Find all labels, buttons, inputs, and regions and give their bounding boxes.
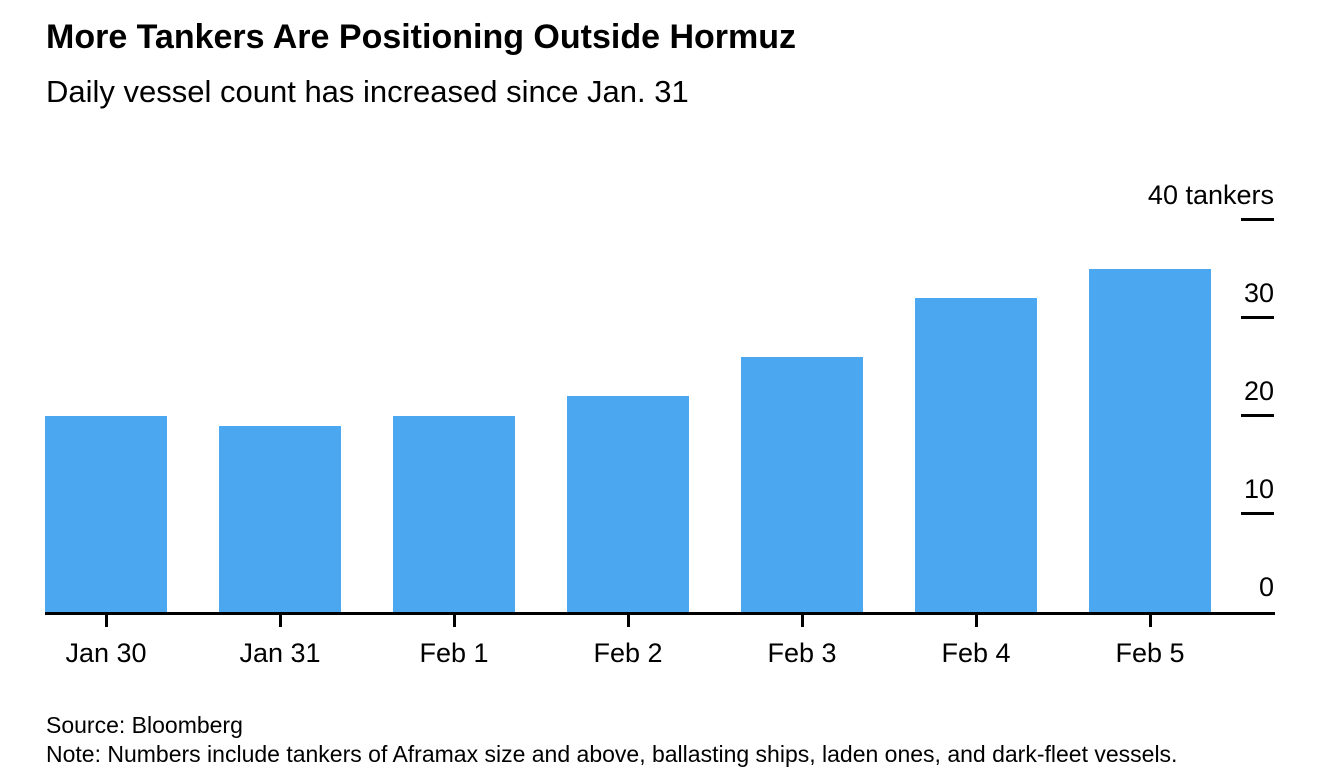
chart-subtitle: Daily vessel count has increased since J… xyxy=(46,74,689,109)
x-axis-tick xyxy=(104,614,108,627)
x-axis-tick xyxy=(974,614,978,627)
y-axis-tick xyxy=(1241,316,1274,319)
x-axis-label: Feb 3 xyxy=(767,638,837,668)
y-axis-label: 0 xyxy=(1258,572,1274,602)
x-axis-label: Feb 4 xyxy=(941,638,1011,668)
x-axis-label: Feb 5 xyxy=(1115,638,1185,668)
y-axis-label: 40 tankers xyxy=(1147,180,1274,210)
y-axis-label: 10 xyxy=(1243,474,1274,504)
bar-feb-5 xyxy=(1089,269,1211,612)
bar-feb-4 xyxy=(915,298,1037,612)
x-axis-label: Feb 2 xyxy=(593,638,663,668)
x-axis-tick xyxy=(452,614,456,627)
bar-jan-31 xyxy=(219,426,341,612)
bar-feb-2 xyxy=(567,396,689,612)
x-axis-label: Jan 31 xyxy=(239,638,321,668)
x-axis-label: Feb 1 xyxy=(419,638,489,668)
x-axis-line xyxy=(45,612,1275,615)
x-axis-tick xyxy=(278,614,282,627)
y-axis-tick xyxy=(1241,414,1274,417)
x-axis-tick xyxy=(626,614,630,627)
y-axis-tick xyxy=(1241,218,1274,221)
y-axis-label: 30 xyxy=(1243,278,1274,308)
chart-title: More Tankers Are Positioning Outside Hor… xyxy=(46,18,796,56)
x-axis-tick xyxy=(800,614,804,627)
y-axis-label: 20 xyxy=(1243,376,1274,406)
x-axis-tick xyxy=(1148,614,1152,627)
y-axis-tick xyxy=(1241,512,1274,515)
bar-feb-3 xyxy=(741,357,863,612)
x-axis-label: Jan 30 xyxy=(65,638,147,668)
bar-feb-1 xyxy=(393,416,515,612)
bar-jan-30 xyxy=(45,416,167,612)
note-text: Note: Numbers include tankers of Aframax… xyxy=(46,741,1178,767)
source-text: Source: Bloomberg xyxy=(46,712,243,738)
